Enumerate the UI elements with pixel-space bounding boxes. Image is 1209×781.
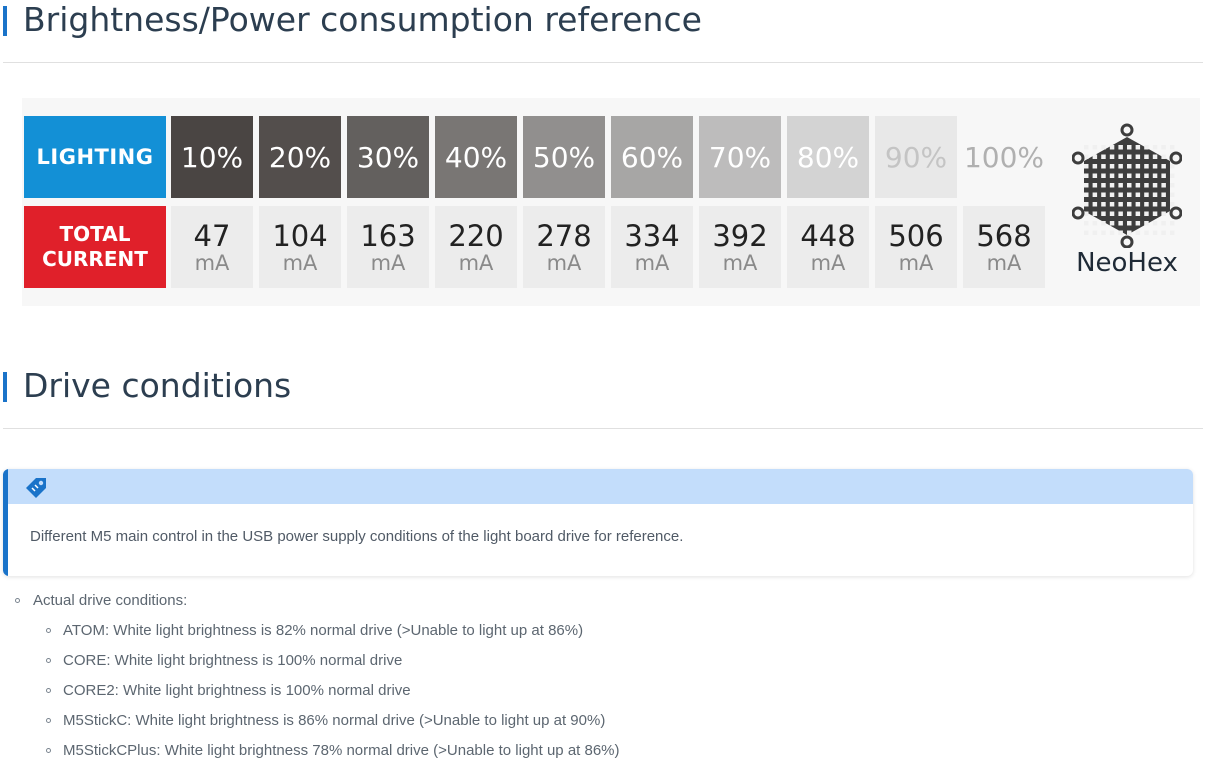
brightness-cell: 10% [171,116,253,198]
current-value: 47 [193,219,231,253]
current-unit: mA [898,251,934,275]
tag-icon [26,478,46,498]
current-unit: mA [458,251,494,275]
list-bullet [46,628,51,633]
hexagon-led-matrix-icon [1072,123,1182,248]
total-current-label: TOTAL CURRENT [24,206,166,288]
total-current-label-line2: CURRENT [42,247,148,271]
lighting-label: LIGHTING [24,116,166,198]
current-cell: 220 mA [435,206,517,288]
current-value: 220 [448,219,504,253]
list-bullet [15,598,20,603]
product-name: NeoHex [1076,248,1178,278]
current-value: 448 [800,219,856,253]
brightness-cell: 40% [435,116,517,198]
total-current-label-line1: TOTAL [59,222,131,246]
current-value: 392 [712,219,768,253]
list-item: M5StickCPlus: White light brightness 78%… [63,742,620,759]
brightness-cell: 50% [523,116,605,198]
list-item: M5StickC: White light brightness is 86% … [63,712,606,729]
heading-title: Drive conditions [23,366,292,405]
section-heading-drive: Drive conditions [3,366,1203,429]
current-cell: 47 mA [171,206,253,288]
brightness-cell: 80% [787,116,869,198]
current-cell: 163 mA [347,206,429,288]
tip-box: Different M5 main control in the USB pow… [3,469,1193,576]
heading-title: Brightness/Power consumption reference [23,0,702,39]
heading-accent-bar [3,6,7,36]
list-bullet [46,748,51,753]
current-cell: 334 mA [611,206,693,288]
current-cell: 506 mA [875,206,957,288]
current-cell: 392 mA [699,206,781,288]
list-bullet [46,658,51,663]
current-value: 568 [976,219,1032,253]
current-unit: mA [810,251,846,275]
tip-accent-bar [3,469,8,576]
brightness-cell: 20% [259,116,341,198]
tip-text: Different M5 main control in the USB pow… [30,528,684,545]
tip-header [3,469,1193,504]
list-title: Actual drive conditions: [33,592,188,609]
current-unit: mA [282,251,318,275]
current-value: 163 [360,219,416,253]
list-bullet [46,688,51,693]
current-value: 506 [888,219,944,253]
current-unit: mA [194,251,230,275]
brightness-cell: 70% [699,116,781,198]
current-cell: 278 mA [523,206,605,288]
heading-accent-bar [3,372,7,402]
current-unit: mA [370,251,406,275]
brightness-cell: 30% [347,116,429,198]
brightness-cell: 100% [963,140,1045,174]
current-value: 278 [536,219,592,253]
current-unit: mA [722,251,758,275]
current-cell: 104 mA [259,206,341,288]
brightness-current-infographic: LIGHTING TOTAL CURRENT 10% 47 mA 20% 104 mA 30… [22,98,1200,306]
list-item: CORE: White light brightness is 100% nor… [63,652,403,669]
list-item: CORE2: White light brightness is 100% no… [63,682,411,699]
current-cell: 448 mA [787,206,869,288]
brightness-cell: 90% [875,116,957,198]
current-unit: mA [634,251,670,275]
current-cell: 568 mA [963,206,1045,288]
current-unit: mA [546,251,582,275]
current-value: 104 [272,219,328,253]
section-heading-brightness: Brightness/Power consumption reference [3,0,1203,63]
list-item: ATOM: White light brightness is 82% norm… [63,622,584,639]
brightness-cell: 60% [611,116,693,198]
current-unit: mA [986,251,1022,275]
current-value: 334 [624,219,680,253]
list-bullet [46,718,51,723]
